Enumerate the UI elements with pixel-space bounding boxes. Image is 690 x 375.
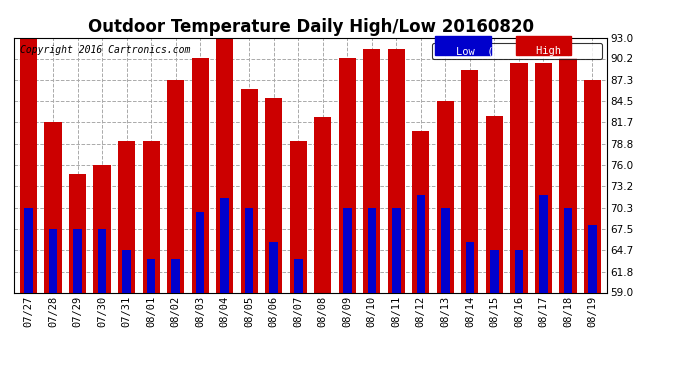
Bar bbox=[118, 141, 135, 292]
Bar bbox=[269, 242, 278, 292]
Bar bbox=[147, 259, 155, 292]
Bar bbox=[171, 259, 180, 292]
Bar bbox=[564, 208, 572, 292]
Bar bbox=[220, 198, 229, 292]
Bar bbox=[486, 116, 503, 292]
Legend: Low  (°F), High  (°F): Low (°F), High (°F) bbox=[432, 43, 602, 59]
Bar bbox=[216, 38, 233, 292]
Bar bbox=[192, 58, 209, 292]
Bar bbox=[511, 63, 528, 292]
Bar bbox=[98, 229, 106, 292]
Bar bbox=[143, 141, 159, 292]
Bar bbox=[539, 195, 548, 292]
Bar bbox=[515, 250, 523, 292]
Bar bbox=[466, 242, 474, 292]
Bar bbox=[441, 208, 450, 292]
Bar bbox=[535, 63, 552, 292]
Bar bbox=[196, 211, 204, 292]
Bar bbox=[69, 174, 86, 292]
Bar bbox=[49, 229, 57, 292]
Bar bbox=[314, 117, 331, 292]
Bar bbox=[412, 130, 429, 292]
Bar bbox=[44, 122, 61, 292]
Bar bbox=[417, 195, 425, 292]
Bar bbox=[588, 225, 597, 292]
Bar bbox=[167, 80, 184, 292]
Bar bbox=[122, 250, 131, 292]
Bar bbox=[368, 208, 376, 292]
Bar bbox=[245, 208, 253, 292]
Bar bbox=[343, 208, 352, 292]
Bar bbox=[462, 70, 478, 292]
Bar bbox=[392, 208, 401, 292]
Bar bbox=[437, 101, 454, 292]
Bar bbox=[584, 80, 601, 292]
Bar bbox=[24, 208, 33, 292]
Text: Copyright 2016 Cartronics.com: Copyright 2016 Cartronics.com bbox=[20, 45, 190, 55]
Bar bbox=[294, 259, 302, 292]
Bar bbox=[290, 141, 307, 292]
Bar bbox=[363, 50, 380, 292]
Bar bbox=[490, 250, 499, 292]
Bar bbox=[93, 165, 110, 292]
Bar bbox=[20, 38, 37, 292]
Bar bbox=[241, 89, 258, 292]
Bar bbox=[339, 58, 356, 292]
Title: Outdoor Temperature Daily High/Low 20160820: Outdoor Temperature Daily High/Low 20160… bbox=[88, 18, 533, 36]
Bar bbox=[560, 58, 577, 292]
Bar bbox=[388, 50, 405, 292]
Bar bbox=[73, 229, 82, 292]
Bar bbox=[265, 98, 282, 292]
